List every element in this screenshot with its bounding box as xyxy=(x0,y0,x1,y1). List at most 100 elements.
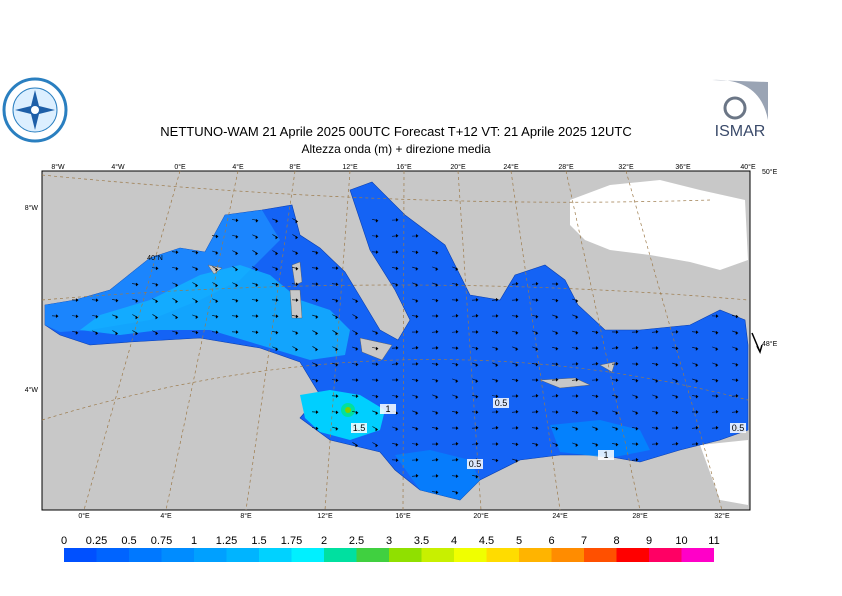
graticule-meridian xyxy=(565,170,641,511)
direction-arrow xyxy=(512,362,519,367)
direction-arrow xyxy=(312,250,319,255)
direction-arrow xyxy=(432,394,439,399)
direction-arrow xyxy=(212,298,219,303)
contour-label: 0.5 xyxy=(495,398,508,408)
direction-arrow xyxy=(451,474,459,479)
colorbar-label: 0 xyxy=(61,535,67,547)
colorbar-swatch xyxy=(551,548,584,562)
direction-arrow xyxy=(631,442,639,446)
direction-arrow xyxy=(311,266,319,271)
direction-arrow xyxy=(411,250,419,255)
direction-arrow xyxy=(311,426,319,431)
direction-arrow xyxy=(191,330,199,335)
direction-arrow xyxy=(712,362,719,367)
direction-arrow xyxy=(231,330,239,334)
direction-arrow xyxy=(471,426,479,430)
direction-arrow xyxy=(451,441,459,446)
direction-arrow xyxy=(671,441,679,446)
direction-arrow xyxy=(431,362,439,367)
direction-arrow xyxy=(192,250,199,255)
contour-label-bg xyxy=(730,423,746,433)
graticule-meridian xyxy=(625,170,723,511)
direction-arrow xyxy=(511,378,519,383)
direction-arrow xyxy=(312,362,319,368)
direction-arrow xyxy=(332,330,339,336)
colorbar-swatch xyxy=(129,548,162,562)
direction-arrow xyxy=(311,410,319,414)
direction-arrow xyxy=(552,314,559,319)
direction-arrow xyxy=(172,282,179,288)
direction-arrow xyxy=(372,346,379,351)
direction-arrow xyxy=(652,378,659,383)
bottom-lon-label: 32°E xyxy=(714,512,730,520)
direction-arrow xyxy=(491,314,499,318)
contour-label: 1 xyxy=(603,450,608,460)
direction-arrow xyxy=(491,442,499,446)
direction-arrow xyxy=(712,346,719,351)
direction-arrow xyxy=(131,282,139,287)
direction-arrow xyxy=(231,218,239,223)
direction-arrow xyxy=(92,314,99,319)
direction-arrow xyxy=(192,282,199,288)
direction-arrow xyxy=(471,330,479,334)
top-lon-label: 8°E xyxy=(289,163,301,171)
direction-arrow xyxy=(612,426,619,431)
direction-arrow xyxy=(372,426,379,432)
direction-arrow xyxy=(511,426,519,430)
direction-arrow xyxy=(492,378,499,383)
direction-arrow xyxy=(571,346,579,351)
direction-arrow xyxy=(432,282,439,287)
direction-arrow xyxy=(232,250,239,256)
logo-text: ISMAR xyxy=(715,123,766,140)
direction-arrow xyxy=(391,266,399,271)
direction-arrow xyxy=(352,298,359,303)
direction-arrow xyxy=(371,362,379,366)
direction-arrow xyxy=(571,377,579,382)
direction-arrow xyxy=(431,474,439,478)
direction-arrow xyxy=(331,410,339,415)
colorbar-swatch xyxy=(421,548,454,562)
direction-arrow xyxy=(591,394,599,399)
colorbar-label: 0.25 xyxy=(86,535,107,547)
logo-right: ISMAR xyxy=(710,78,770,142)
direction-arrow xyxy=(431,426,439,431)
direction-arrow xyxy=(252,282,259,287)
colorbar: 0 0.25 0.5 0.75 1 1.25 1.5 1.75 2 2.5 3 3.5 4 4.5 5 6 7 8… xyxy=(61,535,720,562)
direction-arrow xyxy=(212,282,219,288)
direction-arrow xyxy=(631,458,639,462)
colorbar-swatch xyxy=(194,548,227,562)
contour-label-bg xyxy=(380,404,396,414)
direction-arrow xyxy=(351,378,359,382)
contour-label-bg xyxy=(598,450,614,460)
direction-arrow xyxy=(251,314,259,318)
direction-arrow xyxy=(252,218,259,223)
top-lon-label: 16°E xyxy=(396,163,412,171)
direction-arrow xyxy=(331,378,339,383)
direction-arrow xyxy=(431,314,439,318)
direction-arrow xyxy=(552,346,559,351)
direction-arrow xyxy=(431,329,439,334)
direction-arrow xyxy=(471,410,479,414)
contour-label: 1.5 xyxy=(353,423,366,433)
direction-arrow xyxy=(671,410,679,415)
direction-arrow xyxy=(452,490,459,495)
direction-arrow xyxy=(152,298,159,304)
direction-arrow xyxy=(691,425,699,430)
direction-arrow xyxy=(632,410,639,415)
bottom-lon-label: 4°E xyxy=(160,512,172,520)
colorbar-swatch xyxy=(96,548,129,562)
direction-arrow xyxy=(211,234,219,239)
contour-label-bg xyxy=(467,459,483,469)
direction-arrow xyxy=(491,425,499,430)
direction-arrow xyxy=(552,442,559,447)
direction-arrow xyxy=(292,346,299,352)
top-lon-label: 4°W xyxy=(111,163,125,171)
direction-arrow xyxy=(212,266,219,272)
direction-arrow xyxy=(532,346,539,351)
direction-arrow xyxy=(451,298,459,302)
direction-arrow xyxy=(392,426,399,431)
direction-arrow xyxy=(432,378,439,383)
direction-arrow xyxy=(312,346,319,352)
direction-arrow xyxy=(692,378,699,383)
